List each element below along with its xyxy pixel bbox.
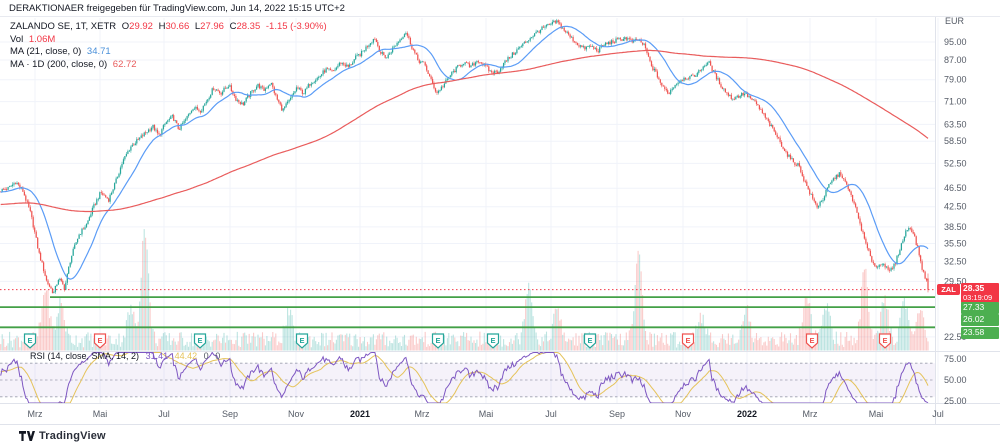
price-axis-label: 42.50 bbox=[944, 202, 967, 212]
svg-text:E: E bbox=[435, 336, 440, 345]
last-price-badge: 28.35 03:19:09 bbox=[961, 283, 999, 303]
rsi-extra-value: 0 bbox=[203, 351, 209, 361]
time-axis-label: Mrz bbox=[28, 409, 43, 419]
rsi-ma-value: 44.42 bbox=[174, 351, 198, 361]
time-axis-label: Sep bbox=[609, 409, 625, 419]
attribution-text: DERAKTIONAER freigegeben für TradingView… bbox=[9, 3, 345, 14]
last-price-value: 28.35 bbox=[963, 283, 985, 293]
bar-countdown: 03:19:09 bbox=[963, 293, 993, 302]
svg-text:E: E bbox=[882, 336, 887, 345]
price-axis-label: 95.00 bbox=[944, 37, 967, 47]
price-axis-label: 71.00 bbox=[944, 97, 967, 107]
price-axis-label: 46.50 bbox=[944, 183, 967, 193]
time-axis-label: Jul bbox=[545, 409, 557, 419]
ma21-value: 34.71 bbox=[86, 46, 111, 57]
tradingview-logo-icon bbox=[19, 431, 35, 441]
svg-text:E: E bbox=[490, 336, 495, 345]
chart-legend: ZALANDO SE, 1T, XETR O29.92 H30.66 L27.9… bbox=[10, 21, 330, 71]
volume-value: 1.06M bbox=[28, 33, 56, 45]
ma21-line bbox=[0, 25, 929, 280]
earnings-icon[interactable]: E bbox=[193, 333, 207, 349]
price-axis-label: 87.00 bbox=[944, 55, 967, 65]
rsi-axis-label: 25.00 bbox=[944, 396, 967, 406]
svg-text:E: E bbox=[197, 336, 202, 345]
time-axis-label: 2022 bbox=[737, 409, 757, 419]
svg-text:E: E bbox=[685, 336, 690, 345]
earnings-icon[interactable]: E bbox=[583, 333, 597, 349]
svg-text:E: E bbox=[587, 336, 592, 345]
ma200-line bbox=[0, 49, 929, 213]
volume-label: Vol bbox=[10, 33, 24, 45]
earnings-icon[interactable]: E bbox=[805, 333, 819, 349]
high-label: H bbox=[158, 21, 166, 32]
time-axis-label: Nov bbox=[288, 409, 305, 419]
time-axis-label: Sep bbox=[222, 409, 238, 419]
time-axis-label: 2021 bbox=[350, 409, 370, 419]
svg-text:E: E bbox=[97, 336, 102, 345]
change-value: -1.15 (-3.90%) bbox=[265, 21, 327, 32]
attribution-bar: DERAKTIONAER freigegeben für TradingView… bbox=[0, 0, 1000, 17]
ma200-label: MA · 1D (200, close, 0) bbox=[10, 58, 108, 70]
low-label: L bbox=[194, 21, 201, 32]
rsi-legend[interactable]: RSI (14, close, SMA, 14, 2) 31.41 44.42 … bbox=[30, 351, 224, 361]
ma200-value: 62.72 bbox=[112, 58, 137, 70]
high-value: 30.66 bbox=[165, 21, 190, 32]
symbol-title[interactable]: ZALANDO SE, 1T, XETR bbox=[10, 21, 117, 32]
price-axis-label: 32.50 bbox=[944, 257, 967, 267]
rsi-label: RSI (14, close, SMA, 14, 2) bbox=[30, 351, 140, 361]
close-label: C bbox=[229, 21, 237, 32]
svg-text:E: E bbox=[299, 336, 304, 345]
earnings-icon[interactable]: E bbox=[486, 333, 500, 349]
price-axis-label: 29.50 bbox=[944, 276, 967, 286]
time-axis-label: Mai bbox=[93, 409, 108, 419]
open-value: 29.92 bbox=[129, 21, 153, 32]
level-price-badge: 27.33 bbox=[961, 302, 999, 314]
price-axis-label: 22.50 bbox=[944, 332, 967, 342]
time-axis-label: Mrz bbox=[803, 409, 818, 419]
close-value: 28.35 bbox=[236, 21, 261, 32]
price-axis-label: 58.50 bbox=[944, 136, 967, 146]
earnings-icon[interactable]: E bbox=[681, 333, 695, 349]
price-axis-label: 63.50 bbox=[944, 119, 967, 129]
open-label: O bbox=[121, 21, 130, 32]
time-axis-label: Nov bbox=[675, 409, 692, 419]
earnings-icon[interactable]: E bbox=[23, 333, 37, 349]
rsi-value: 31.41 bbox=[145, 351, 169, 361]
grid-layer bbox=[0, 18, 939, 403]
time-axis-label: Mai bbox=[479, 409, 494, 419]
earnings-icon[interactable]: E bbox=[295, 333, 309, 349]
svg-text:E: E bbox=[27, 336, 32, 345]
ma21-row[interactable]: MA (21, close, 0) 34.71 bbox=[10, 46, 330, 57]
symbol-row[interactable]: ZALANDO SE, 1T, XETR O29.92 H30.66 L27.9… bbox=[10, 21, 330, 32]
time-axis-label: Mai bbox=[869, 409, 884, 419]
rsi-axis-label: 50.00 bbox=[944, 375, 967, 385]
rsi-axis-label: 75.00 bbox=[944, 354, 967, 364]
low-value: 27.96 bbox=[200, 21, 224, 32]
rsi-extra-value: 0 bbox=[215, 351, 221, 361]
level-price-badge: 23.58 bbox=[961, 327, 999, 339]
volume-row[interactable]: Vol 1.06M bbox=[10, 34, 330, 45]
price-axis-label: 35.50 bbox=[944, 239, 967, 249]
time-axis-label: Jul bbox=[932, 409, 944, 419]
time-axis-label: Jul bbox=[158, 409, 170, 419]
svg-text:E: E bbox=[809, 336, 814, 345]
earnings-icon[interactable]: E bbox=[431, 333, 445, 349]
earnings-icon[interactable]: E bbox=[878, 333, 892, 349]
tradingview-brand-text: TradingView bbox=[39, 430, 106, 442]
time-axis-label: Mrz bbox=[415, 409, 430, 419]
ma200-row[interactable]: MA · 1D (200, close, 0) 62.72 bbox=[10, 59, 330, 70]
symbol-price-tag: ZAL bbox=[937, 284, 960, 295]
tradingview-branding[interactable]: TradingView bbox=[18, 429, 106, 443]
earnings-icon[interactable]: E bbox=[93, 333, 107, 349]
level-price-badge: 26.02 bbox=[961, 314, 999, 326]
price-axis-label: 52.50 bbox=[944, 158, 967, 168]
currency-label[interactable]: EUR bbox=[945, 16, 965, 26]
price-axis-label: 79.00 bbox=[944, 75, 967, 85]
price-axis-label: 38.50 bbox=[944, 222, 967, 232]
ma21-label: MA (21, close, 0) bbox=[10, 46, 82, 57]
